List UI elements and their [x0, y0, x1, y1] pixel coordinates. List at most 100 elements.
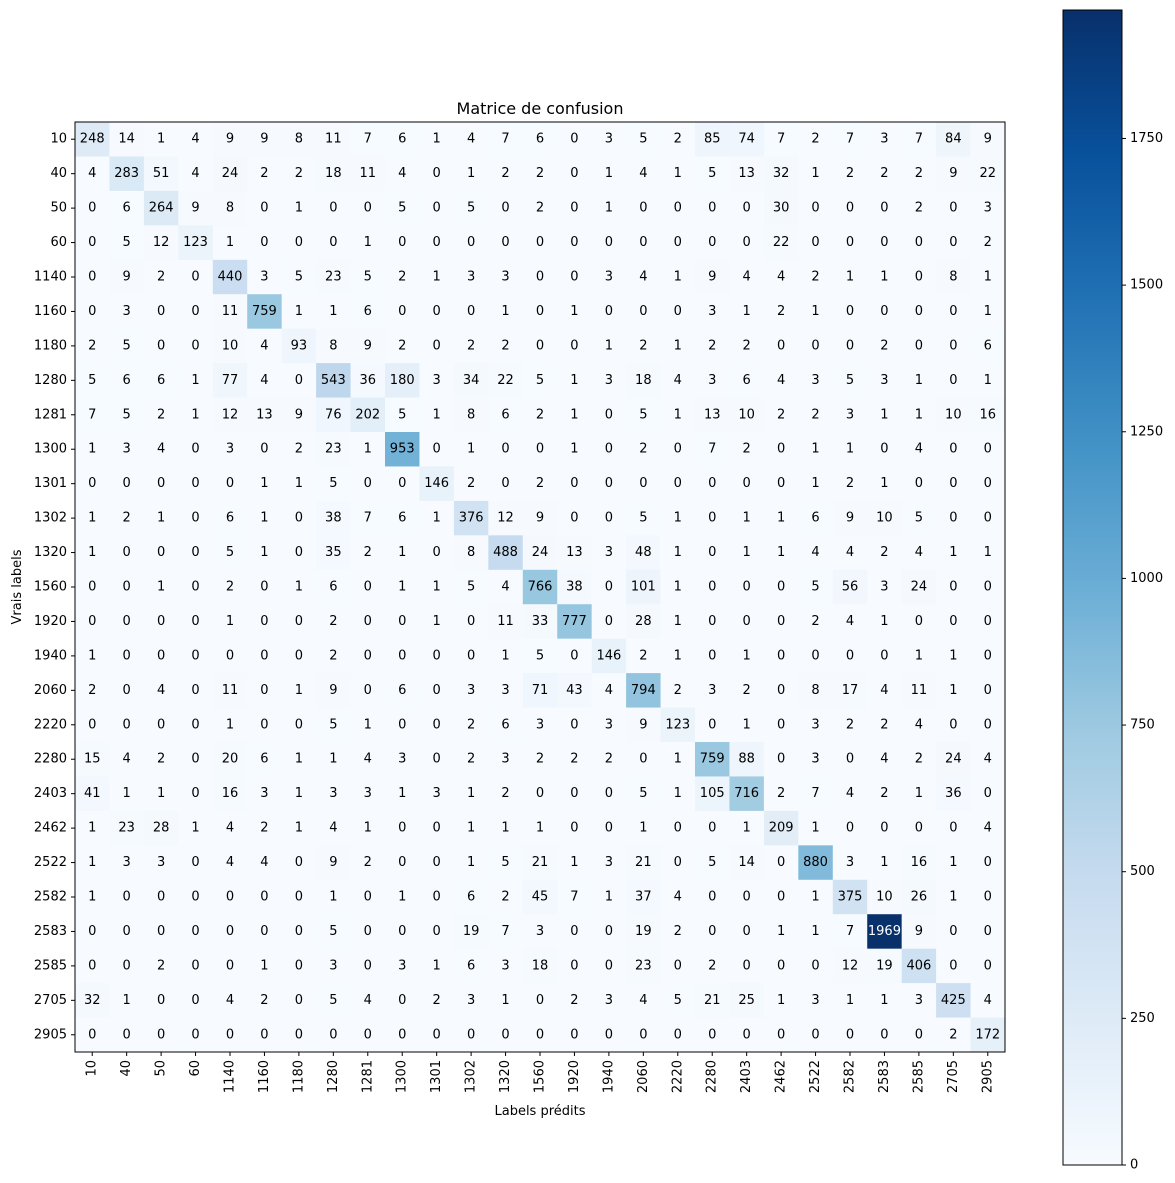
heatmap-cell: [178, 569, 214, 605]
heatmap-cell: [453, 259, 489, 295]
cell-value-label: 0: [605, 614, 613, 629]
cell-value-label: 4: [915, 545, 923, 560]
cell-value-label: 0: [260, 717, 268, 732]
heatmap-cell: [522, 707, 558, 743]
heatmap-cell: [936, 776, 972, 812]
heatmap-cell: [557, 156, 593, 192]
heatmap-cell: [350, 432, 386, 467]
heatmap-cell: [75, 432, 110, 467]
cell-value-label: 1: [811, 924, 819, 939]
cell-value-label: 0: [123, 476, 131, 491]
heatmap-cell: [212, 638, 248, 674]
cell-value-label: 0: [570, 648, 578, 663]
heatmap-cell: [419, 190, 455, 226]
heatmap-cell: [867, 845, 903, 881]
heatmap-cell: [901, 1017, 937, 1053]
heatmap-cell: [281, 810, 317, 846]
heatmap-cell: [729, 225, 765, 261]
cell-value-label: 406: [906, 958, 931, 973]
heatmap-cell: [557, 742, 593, 777]
heatmap-cell: [936, 294, 972, 330]
y-tick-label: 2705: [34, 993, 67, 1008]
cell-value-label: 2: [157, 752, 165, 767]
heatmap-cell: [763, 604, 799, 640]
heatmap-cell: [143, 742, 179, 777]
cell-value-label: 3: [467, 270, 475, 285]
heatmap-cell: [867, 535, 903, 571]
heatmap-cell: [247, 673, 283, 709]
heatmap-cell: [419, 707, 455, 743]
heatmap-cell: [763, 259, 799, 295]
heatmap-cell: [763, 122, 799, 157]
heatmap-cell: [763, 948, 799, 984]
x-tick-label: 1300: [395, 1060, 410, 1093]
heatmap-cell: [281, 259, 317, 295]
heatmap-cell: [901, 569, 937, 605]
cell-value-label: 0: [364, 958, 372, 973]
cell-value-label: 0: [123, 717, 131, 732]
heatmap-cell: [212, 225, 248, 261]
heatmap-cell: [385, 776, 420, 812]
heatmap-cell: [281, 948, 317, 984]
x-tick-label: 1301: [429, 1060, 444, 1093]
cell-value-label: 1: [398, 890, 406, 905]
cell-value-label: 1: [88, 648, 96, 663]
heatmap-cell: [729, 1017, 765, 1053]
cell-value-label: 1: [191, 373, 199, 388]
cell-value-label: 1: [295, 821, 303, 836]
heatmap-cell: [419, 1017, 455, 1053]
heatmap-cell: [626, 190, 662, 226]
heatmap-cell: [763, 156, 799, 192]
heatmap-cell: [729, 742, 765, 777]
heatmap-cell: [695, 225, 730, 261]
heatmap-cell: [970, 294, 1006, 330]
heatmap-cell: [316, 225, 352, 261]
heatmap-cell: [763, 190, 799, 226]
cell-value-label: 440: [218, 270, 243, 285]
cell-value-label: 16: [222, 786, 239, 801]
cell-value-label: 2: [88, 683, 96, 698]
heatmap-cell: [247, 190, 283, 226]
cell-value-label: 4: [639, 993, 647, 1008]
cell-value-label: 0: [536, 235, 544, 250]
heatmap-cell: [247, 742, 283, 777]
cell-value-label: 0: [157, 476, 165, 491]
cell-value-label: 0: [433, 855, 441, 870]
cell-value-label: 0: [984, 786, 992, 801]
cell-value-label: 4: [777, 373, 785, 388]
heatmap-cell: [350, 845, 386, 881]
heatmap-cell: [281, 742, 317, 777]
heatmap-cell: [901, 604, 937, 640]
heatmap-cell: [350, 363, 386, 399]
heatmap-cell: [143, 948, 179, 984]
cell-value-label: 0: [295, 235, 303, 250]
heatmap-cell: [798, 190, 834, 226]
cell-value-label: 0: [467, 648, 475, 663]
cell-value-label: 0: [329, 1027, 337, 1042]
heatmap-cell: [867, 122, 903, 157]
cell-value-label: 0: [191, 855, 199, 870]
cell-value-label: 0: [949, 304, 957, 319]
cell-value-label: 2: [811, 132, 819, 147]
heatmap-cell: [901, 466, 937, 502]
heatmap-cell: [936, 638, 972, 674]
cell-value-label: 3: [605, 132, 613, 147]
cell-value-label: 0: [674, 442, 682, 457]
cell-value-label: 1: [501, 304, 509, 319]
heatmap-cell: [178, 638, 214, 674]
cell-value-label: 0: [88, 580, 96, 595]
cell-value-label: 5: [123, 235, 131, 250]
y-tick-label: 1300: [34, 442, 67, 457]
heatmap-cell: [419, 328, 455, 364]
heatmap-cell: [212, 810, 248, 846]
heatmap-cell: [660, 259, 696, 295]
heatmap-cell: [247, 225, 283, 261]
cell-value-label: 0: [743, 1027, 751, 1042]
cell-value-label: 30: [773, 201, 790, 216]
heatmap-cell: [109, 948, 145, 984]
cell-value-label: 1: [433, 580, 441, 595]
cell-value-label: 0: [743, 958, 751, 973]
x-tick-label: 1560: [533, 1060, 548, 1093]
cell-value-label: 0: [433, 166, 441, 181]
heatmap-cell: [385, 294, 420, 330]
